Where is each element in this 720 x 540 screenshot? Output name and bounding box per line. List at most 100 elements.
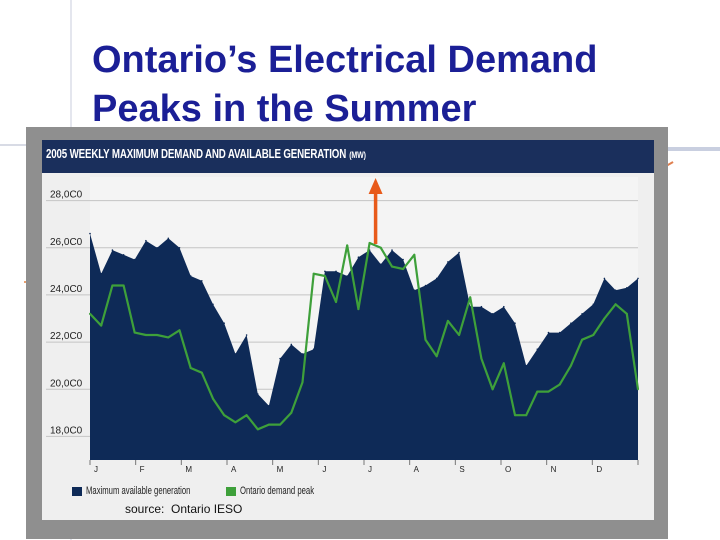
- x-tick-label: J: [94, 465, 98, 474]
- point-generation: [581, 313, 583, 315]
- point-demand: [279, 423, 282, 426]
- point-demand: [357, 308, 360, 311]
- point-demand: [424, 338, 427, 341]
- point-generation: [357, 256, 360, 258]
- point-demand: [144, 334, 147, 336]
- point-demand: [290, 411, 293, 414]
- point-generation: [547, 331, 550, 334]
- point-demand: [514, 414, 516, 417]
- slide-title: Ontario’s Electrical Demand Peaks in the…: [92, 36, 692, 134]
- slide-right-bar: [655, 147, 720, 151]
- x-tick-label: O: [505, 465, 511, 474]
- point-generation: [290, 343, 293, 346]
- point-demand: [335, 301, 337, 303]
- point-demand: [469, 296, 472, 299]
- y-tick-label: 26,0C0: [50, 237, 83, 248]
- point-generation: [167, 237, 170, 240]
- point-generation: [223, 322, 225, 324]
- point-demand: [301, 381, 304, 384]
- point-demand: [122, 284, 125, 287]
- point-demand: [480, 357, 483, 360]
- point-demand: [100, 324, 103, 327]
- point-demand: [569, 364, 572, 367]
- point-demand: [402, 268, 405, 270]
- chart-header: 2005 WEEKLY MAXIMUM DEMAND AND AVAILABLE…: [42, 140, 654, 173]
- point-generation: [402, 258, 404, 261]
- point-generation: [245, 334, 248, 336]
- y-tick-label: 22,0C0: [50, 331, 83, 342]
- point-demand: [581, 338, 584, 341]
- point-demand: [245, 414, 248, 417]
- point-generation: [111, 249, 114, 251]
- point-generation: [480, 305, 483, 308]
- point-generation: [570, 322, 572, 324]
- point-generation: [413, 289, 416, 291]
- slide-horizontal-rule: [0, 144, 40, 146]
- point-generation: [335, 270, 337, 273]
- point-demand: [547, 390, 550, 393]
- point-generation: [592, 303, 595, 306]
- x-tick-label: A: [231, 465, 237, 474]
- point-demand: [558, 383, 561, 386]
- point-generation: [145, 239, 147, 242]
- point-demand: [323, 275, 326, 277]
- point-demand: [625, 312, 628, 315]
- point-demand: [614, 303, 617, 306]
- point-generation: [234, 353, 237, 355]
- point-demand: [379, 246, 382, 249]
- point-generation: [558, 331, 561, 334]
- point-demand: [133, 331, 136, 334]
- point-demand: [312, 272, 315, 275]
- point-generation: [201, 280, 203, 282]
- x-tick-label: J: [322, 465, 326, 474]
- point-generation: [536, 348, 539, 350]
- point-demand: [89, 312, 91, 315]
- point-generation: [122, 254, 125, 256]
- point-generation: [212, 303, 214, 306]
- point-generation: [525, 364, 527, 367]
- point-generation: [435, 277, 438, 280]
- point-generation: [268, 405, 270, 407]
- point-demand: [223, 414, 226, 417]
- y-tick-label: 20,0C0: [50, 378, 83, 389]
- point-demand: [458, 334, 461, 336]
- slide-title-line-2: Peaks in the Summer: [92, 88, 477, 130]
- y-tick-label: 24,0C0: [50, 284, 83, 295]
- point-generation: [301, 353, 304, 355]
- chart-title: 2005 WEEKLY MAXIMUM DEMAND AND AVAILABLE…: [46, 147, 366, 161]
- point-demand: [446, 319, 449, 322]
- slide-title-line-1: Ontario’s Electrical Demand: [92, 39, 598, 81]
- point-demand: [212, 397, 214, 400]
- y-tick-label: 28,0C0: [50, 190, 83, 201]
- series-area-generation: [90, 233, 638, 460]
- x-tick-label: D: [596, 465, 602, 474]
- x-tick-label: M: [277, 465, 284, 474]
- point-demand: [525, 414, 528, 417]
- point-demand: [413, 253, 416, 256]
- point-demand: [435, 355, 438, 358]
- point-demand: [346, 244, 349, 247]
- point-demand: [536, 390, 539, 393]
- point-demand: [111, 284, 114, 287]
- x-tick-label: J: [368, 465, 372, 474]
- point-demand: [603, 317, 606, 320]
- source-note: source: Ontario IESO: [125, 502, 243, 516]
- point-demand: [156, 334, 159, 336]
- point-demand: [637, 388, 639, 391]
- point-demand: [267, 423, 270, 426]
- point-generation: [514, 322, 516, 324]
- point-demand: [167, 336, 170, 339]
- point-demand: [592, 334, 595, 336]
- x-tick-label: A: [414, 465, 420, 474]
- x-tick-label: N: [551, 465, 557, 474]
- point-generation: [189, 275, 192, 277]
- point-demand: [178, 329, 181, 332]
- chart-panel: 18,0C0 20,0C0 22,0C0 24,0C0 26,0C0 28,0C0 J F M A…: [42, 140, 654, 520]
- chart-canvas: 18,0C0 20,0C0 22,0C0 24,0C0 26,0C0 28,0C0 J F M A…: [46, 177, 640, 474]
- point-generation: [133, 258, 136, 261]
- legend-swatch-generation: [72, 487, 82, 496]
- chart-unit: (MW): [349, 150, 366, 160]
- point-demand: [234, 421, 237, 424]
- point-generation: [100, 272, 102, 275]
- point-demand: [491, 388, 494, 391]
